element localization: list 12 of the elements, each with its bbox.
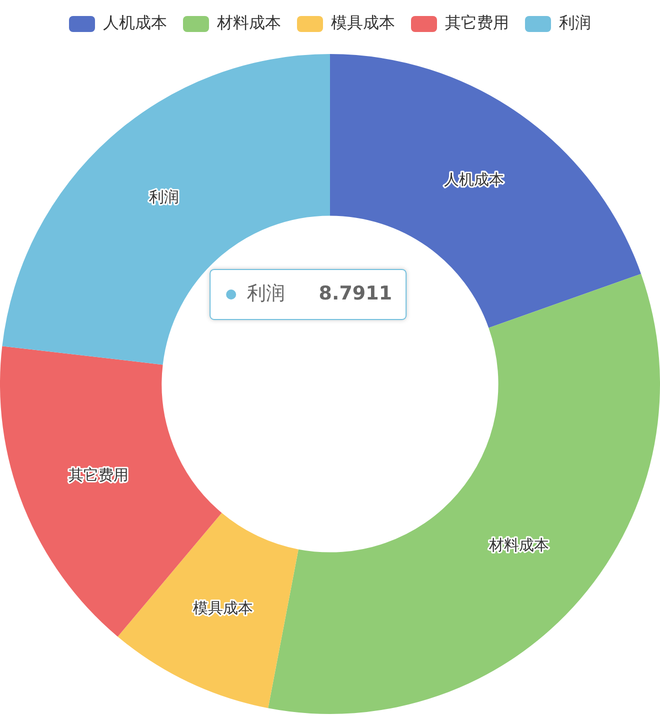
data-label: 8.7911 <box>318 282 392 304</box>
legend-label: 其它费用 <box>445 13 509 32</box>
slice-label: 利润 <box>149 188 180 206</box>
legend-label: 人机成本 <box>103 13 167 32</box>
legend-label: 材料成本 <box>216 13 281 32</box>
legend-label: 模具成本 <box>331 13 395 32</box>
slice-label: 其它费用 <box>68 466 128 484</box>
legend-label: 利润 <box>247 282 286 304</box>
slice-label: 模具成本 <box>193 598 254 617</box>
slice-label: 材料成本 <box>488 536 550 554</box>
category-label: 利润 <box>559 13 591 32</box>
slice-label: 人机成本 <box>444 170 504 188</box>
